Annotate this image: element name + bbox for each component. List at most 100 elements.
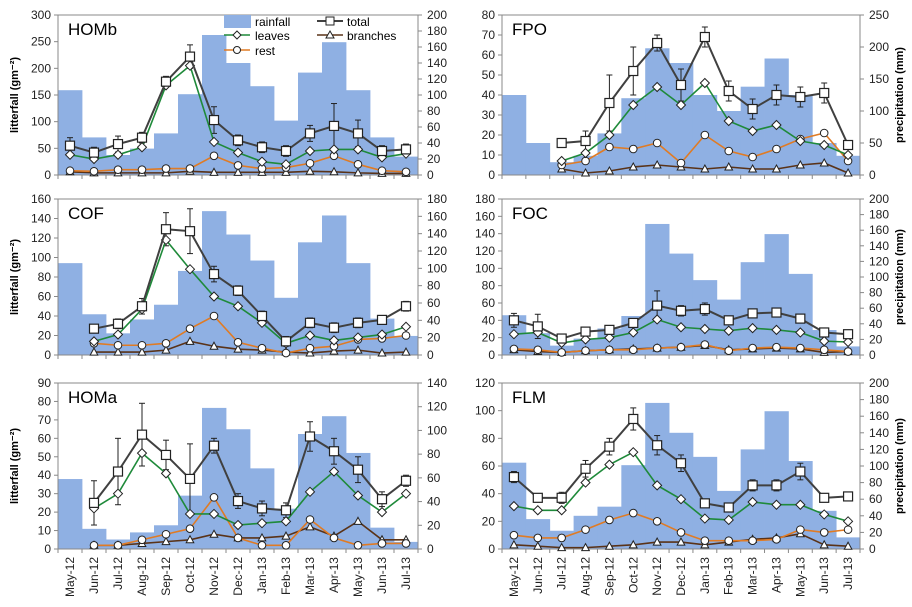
rest-point (628, 345, 638, 355)
leaves-point (532, 505, 544, 516)
rest-point (305, 343, 315, 353)
total-point (160, 76, 172, 87)
branches-point (257, 532, 267, 542)
branches-point (329, 166, 339, 176)
rest-point (628, 508, 638, 518)
leaves-point (256, 156, 268, 167)
leaves-line (93, 451, 407, 526)
y-tick-label: 120 (31, 231, 51, 245)
total-point (675, 79, 687, 91)
total-point (699, 303, 710, 315)
rest-point (605, 142, 614, 152)
legend-marker-rest (233, 46, 241, 54)
leaves-point (304, 486, 316, 498)
y-tick-label: 30 (482, 108, 496, 122)
rest-point (652, 517, 662, 526)
leaves-point (795, 327, 806, 338)
panel-title: FLM (512, 388, 546, 407)
rainfall-bar (621, 465, 646, 549)
leaves-point (88, 336, 100, 347)
leaves-point (556, 155, 567, 167)
total-point (136, 429, 148, 440)
y2-tick-label: 0 (427, 542, 434, 556)
x-tick-label: Jul-12 (111, 557, 125, 590)
leaves-point (352, 332, 364, 343)
branches-point (209, 341, 219, 350)
total-point (112, 466, 124, 477)
chart-panel-fpo: 0 10 20 30 40 50 60 70 80 0 50 100 150 200 250 precipit… (482, 8, 906, 182)
total-point (508, 315, 520, 326)
branches-point (185, 336, 195, 345)
chart-panel-homa: 0 10 20 30 40 50 60 70 80 90 0 20 40 60 80 100 120 140 May… (9, 376, 447, 597)
branches-line (94, 340, 407, 354)
total-point (208, 440, 220, 451)
y2-tick-label: 140 (427, 56, 447, 70)
x-tick-label: Jun-12 (531, 557, 545, 594)
rainfall-bar (394, 156, 419, 175)
total-point (580, 463, 591, 474)
total-point (208, 114, 220, 126)
total-point (842, 139, 854, 151)
y2-tick-label: 80 (427, 447, 441, 461)
total-point (328, 446, 340, 457)
total-point (556, 137, 567, 149)
leaves-point (136, 447, 148, 459)
rainfall-bar (58, 263, 83, 355)
x-tick-label: Nov-12 (650, 557, 664, 596)
y-tick-label: 0 (488, 542, 495, 556)
total-point (352, 128, 364, 139)
total-point (232, 285, 244, 296)
rest-point (509, 344, 519, 354)
leaves-point (232, 301, 244, 312)
y2-tick-label: 180 (869, 393, 889, 407)
y-tick-label: 60 (482, 48, 496, 62)
branches-point (747, 163, 758, 173)
y-tick-label: 30 (38, 487, 52, 501)
y2-tick-label: 0 (427, 168, 434, 182)
y-tick-label: 10 (482, 148, 496, 162)
total-point (304, 431, 316, 442)
y2-tick-label: 150 (869, 72, 889, 86)
leaves-point (580, 334, 591, 345)
total-point (136, 132, 148, 143)
rest-point (185, 324, 195, 333)
leaves-point (208, 508, 220, 520)
y-tick-label: 80 (482, 431, 496, 445)
rest-point (581, 525, 590, 534)
y2-tick-label: 100 (869, 104, 889, 118)
y-tick-label: 80 (482, 8, 496, 22)
rainfall-bar (58, 479, 83, 549)
y2-tick-label: 120 (869, 442, 889, 456)
y-tick-label: 100 (31, 115, 51, 129)
branches-point (724, 161, 734, 171)
rest-point (185, 164, 195, 173)
leaves-point (280, 159, 292, 170)
y2-tick-label: 200 (869, 376, 889, 390)
y-tick-label: 200 (31, 61, 51, 75)
y-tick-label: 0 (44, 542, 51, 556)
rest-point (377, 539, 387, 548)
total-point (652, 37, 663, 49)
total-point (304, 128, 316, 139)
branches-point (113, 347, 123, 356)
total-point (604, 324, 615, 335)
branches-point (676, 537, 686, 546)
branches-point (843, 541, 853, 550)
rest-point (724, 536, 734, 546)
total-point (280, 336, 292, 347)
rest-point (581, 346, 590, 355)
rainfall-bar (621, 98, 646, 175)
leaves-point (771, 324, 782, 336)
branches-point (233, 167, 243, 176)
legend-label-leaves: leaves (255, 29, 290, 43)
rest-point (281, 541, 291, 550)
rainfall-bar (322, 215, 347, 355)
total-point (819, 492, 830, 503)
y2-tick-label: 80 (869, 476, 883, 490)
rest-point (209, 311, 219, 321)
y2-tick-label: 0 (869, 168, 876, 182)
rest-point (676, 528, 686, 537)
legend-label-rainfall: rainfall (255, 15, 290, 29)
rest-point (401, 539, 411, 548)
total-point (556, 333, 567, 344)
